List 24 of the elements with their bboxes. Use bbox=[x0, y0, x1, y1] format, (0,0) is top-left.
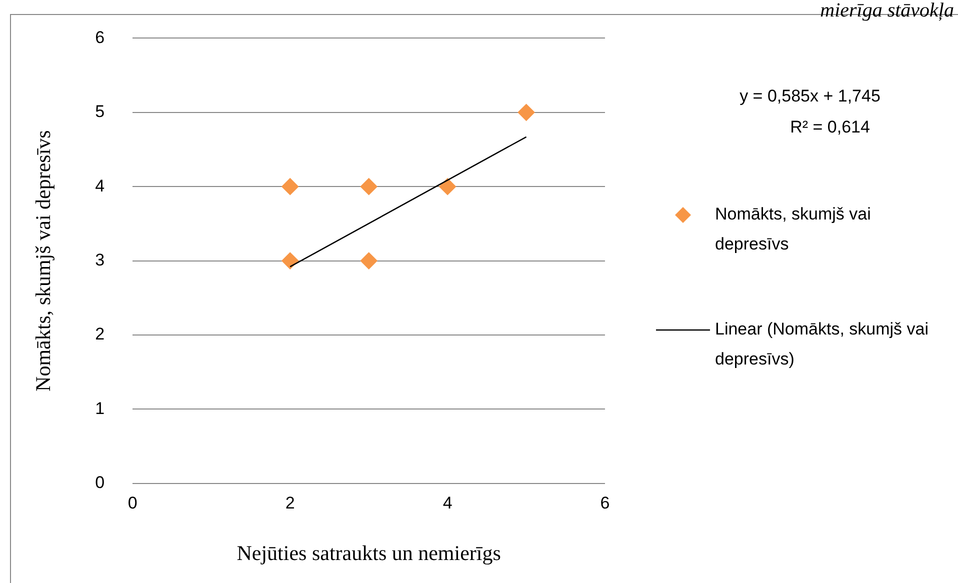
point bbox=[518, 104, 535, 121]
point bbox=[439, 178, 456, 196]
x-tick-label: 6 bbox=[600, 493, 610, 512]
text: R² = 0,614 bbox=[790, 118, 870, 137]
text: mierīga stāvokļa bbox=[820, 0, 954, 22]
x-axis-title: Nejūties satraukts un nemierīgs bbox=[236, 540, 501, 565]
x-tick-label: 0 bbox=[128, 493, 138, 512]
y-axis-title: Nomākts, skumjš vai depresīvs bbox=[31, 130, 56, 392]
y-tick-label: 1 bbox=[95, 398, 105, 418]
x-tick-label: 2 bbox=[285, 493, 295, 512]
text: y = 0,585x + 1,745 bbox=[740, 86, 880, 106]
legend-label: Nomākts, skumjš vai depresīvs bbox=[715, 204, 871, 254]
point bbox=[360, 252, 378, 270]
y-tick-label: 6 bbox=[95, 28, 105, 47]
legend-label: Linear (Nomākts, skumjš vai depresīvs) bbox=[715, 320, 929, 369]
y-tick-label: 2 bbox=[95, 324, 105, 344]
y-tick-label: 5 bbox=[95, 102, 105, 122]
point bbox=[360, 178, 378, 196]
y-tick-label: 0 bbox=[95, 473, 105, 492]
point bbox=[282, 252, 299, 270]
point bbox=[282, 178, 299, 196]
y-tick-label: 3 bbox=[95, 250, 105, 270]
y-tick-label: 4 bbox=[95, 176, 105, 196]
x-tick-label: 4 bbox=[442, 493, 452, 512]
